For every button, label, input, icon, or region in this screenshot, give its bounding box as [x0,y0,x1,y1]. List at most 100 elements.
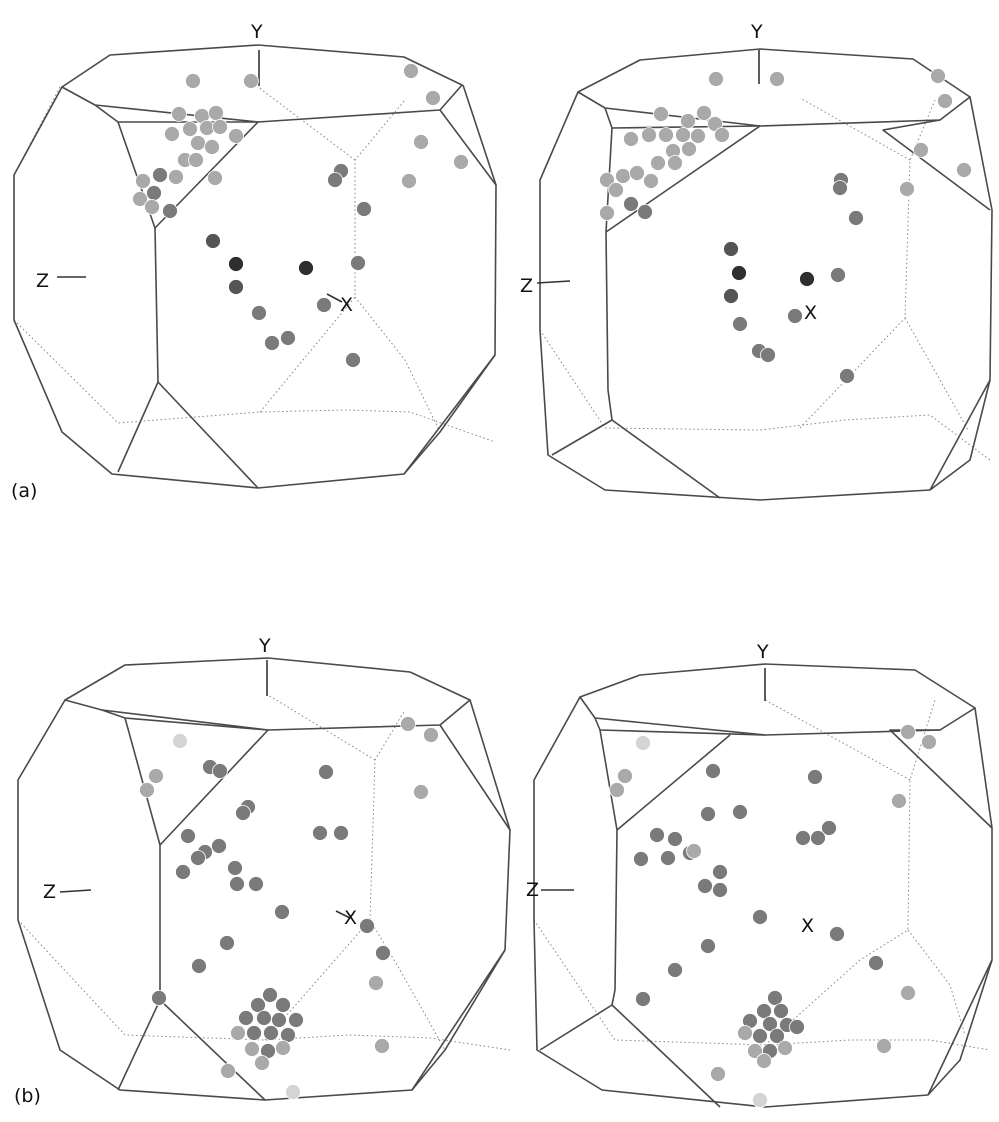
sphere-atom [732,316,748,332]
panel-a-right-view: Y Z X [520,21,993,501]
sphere-atom [228,128,244,144]
axis-x: X [801,915,814,937]
sphere-atom [675,127,691,143]
sphere-atom [271,1012,287,1028]
sphere-atom [752,1092,768,1108]
sphere-atom [312,825,328,841]
sphere-atom [400,716,416,732]
sphere-atom [246,1025,262,1041]
sphere-atom [182,121,198,137]
sphere-atom [900,724,916,740]
sphere-atom [900,985,916,1001]
sphere-atom [413,134,429,150]
sphere-atom [810,830,826,846]
sphere-atom [403,63,419,79]
sphere-atom [633,851,649,867]
sphere-atom [680,113,696,129]
sphere-atom [180,828,196,844]
sphere-atom [185,73,201,89]
axis-x: X [335,907,357,929]
panel-b-left-view: Y Z X [17,635,511,1101]
sphere-atom [623,131,639,147]
axis-label-y: Y [250,21,263,43]
sphere-atom [139,782,155,798]
axis-label-y: Y [258,635,271,657]
sphere-atom [205,233,221,249]
sphere-atom [649,827,665,843]
sphere-atom [769,71,785,87]
axis-label-z: Z [526,879,539,901]
sphere-atom [262,987,278,1003]
sphere-atom [777,1040,793,1056]
sphere-atom [350,255,366,271]
sphere-atom [298,260,314,276]
sphere-atom [228,256,244,272]
sphere-atom [280,330,296,346]
sphere-atom [356,201,372,217]
sphere-atom [705,763,721,779]
sphere-atom [609,782,625,798]
sphere-atom [839,368,855,384]
panel-b-right-view: Y Z X [526,641,993,1108]
sphere-layer [132,63,469,368]
sphere-atom [211,838,227,854]
sphere-atom [708,71,724,87]
sphere-atom [732,804,748,820]
sphere-atom [681,141,697,157]
sphere-atom [168,169,184,185]
sphere-atom [848,210,864,226]
axis-z: Z [520,275,571,297]
axis-x: X [804,302,817,324]
sphere-atom [787,308,803,324]
sphere-atom [263,1025,279,1041]
sphere-atom [891,793,907,809]
sphere-atom [832,180,848,196]
sphere-atom [643,173,659,189]
sphere-layer [599,68,972,384]
sphere-atom [637,204,653,220]
sphere-atom [175,864,191,880]
sphere-atom [401,173,417,189]
sphere-atom [151,990,167,1006]
sphere-atom [667,155,683,171]
sphere-atom [152,167,168,183]
sphere-atom [686,843,702,859]
sphere-atom [345,352,361,368]
sphere-atom [617,768,633,784]
sphere-atom [220,1063,236,1079]
sphere-atom [767,990,783,1006]
hidden-edges [533,696,991,1051]
sphere-atom [752,1028,768,1044]
axis-y: Y [250,21,263,86]
sphere-atom [212,763,228,779]
sphere-atom [697,878,713,894]
sphere-atom [425,90,441,106]
sphere-atom [868,955,884,971]
sphere-atom [227,860,243,876]
sphere-atom [635,735,651,751]
sphere-atom [132,191,148,207]
axis-y: Y [258,635,271,696]
sphere-atom [762,1016,778,1032]
sphere-atom [191,958,207,974]
axis-label-z: Z [36,270,49,292]
sphere-atom [829,926,845,942]
sphere-atom [228,279,244,295]
sphere-atom [359,918,375,934]
sphere-atom [190,850,206,866]
sphere-atom [599,205,615,221]
sphere-atom [821,820,837,836]
sphere-atom [248,876,264,892]
sphere-atom [212,119,228,135]
sphere-atom [623,196,639,212]
sphere-atom [188,152,204,168]
sphere-atom [244,1041,260,1057]
sphere-atom [899,181,915,197]
sphere-atom [714,127,730,143]
axis-label-z: Z [520,275,533,297]
sphere-atom [327,172,343,188]
sphere-atom [275,1040,291,1056]
sphere-atom [144,199,160,215]
axis-y: Y [756,641,769,701]
